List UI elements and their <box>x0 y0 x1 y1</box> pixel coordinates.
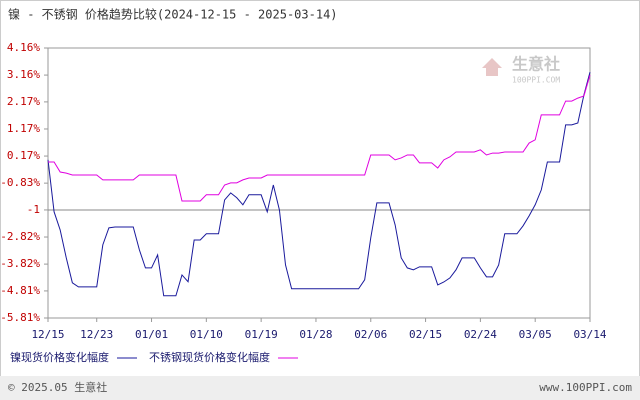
y-tick-label: -3.82% <box>0 257 40 270</box>
y-tick-label: -0.83% <box>0 176 40 189</box>
y-tick-label: -4.81% <box>0 284 40 297</box>
footer-bar <box>0 376 640 400</box>
x-tick-label: 02/06 <box>354 328 387 341</box>
footer-right: www.100PPI.com <box>539 381 632 394</box>
y-tick-label: 2.17% <box>7 95 40 108</box>
series-line <box>48 74 591 202</box>
x-tick-label: 01/19 <box>245 328 278 341</box>
x-tick-label: 12/15 <box>31 328 64 341</box>
footer-left: © 2025.05 生意社 <box>8 380 107 394</box>
legend-label: 镍现货价格变化幅度 <box>10 350 109 364</box>
x-tick-label: 03/14 <box>573 328 606 341</box>
y-tick-label: 4.16% <box>7 41 40 54</box>
y-tick-label: 1.17% <box>7 122 40 135</box>
y-tick-label: -1 <box>27 203 40 216</box>
x-tick-label: 03/05 <box>519 328 552 341</box>
watermark: 生意社 <box>512 55 560 74</box>
x-tick-label: 01/10 <box>190 328 223 341</box>
x-tick-label: 12/23 <box>80 328 113 341</box>
x-tick-label: 01/01 <box>135 328 168 341</box>
chart-title: 镍 - 不锈钢 价格趋势比较(2024-12-15 - 2025-03-14) <box>8 7 338 22</box>
x-tick-label: 02/15 <box>409 328 442 341</box>
y-tick-label: -2.82% <box>0 230 40 243</box>
legend-label: 不锈钢现货价格变化幅度 <box>149 350 270 364</box>
watermark-sub: 100PPI.COM <box>512 76 560 85</box>
x-tick-label: 01/28 <box>299 328 332 341</box>
series-line <box>47 71 591 297</box>
y-tick-label: -5.81% <box>0 311 40 324</box>
y-tick-label: 0.17% <box>7 149 40 162</box>
x-tick-label: 02/24 <box>464 328 497 341</box>
watermark-logo <box>482 58 502 76</box>
y-tick-label: 3.16% <box>7 68 40 81</box>
